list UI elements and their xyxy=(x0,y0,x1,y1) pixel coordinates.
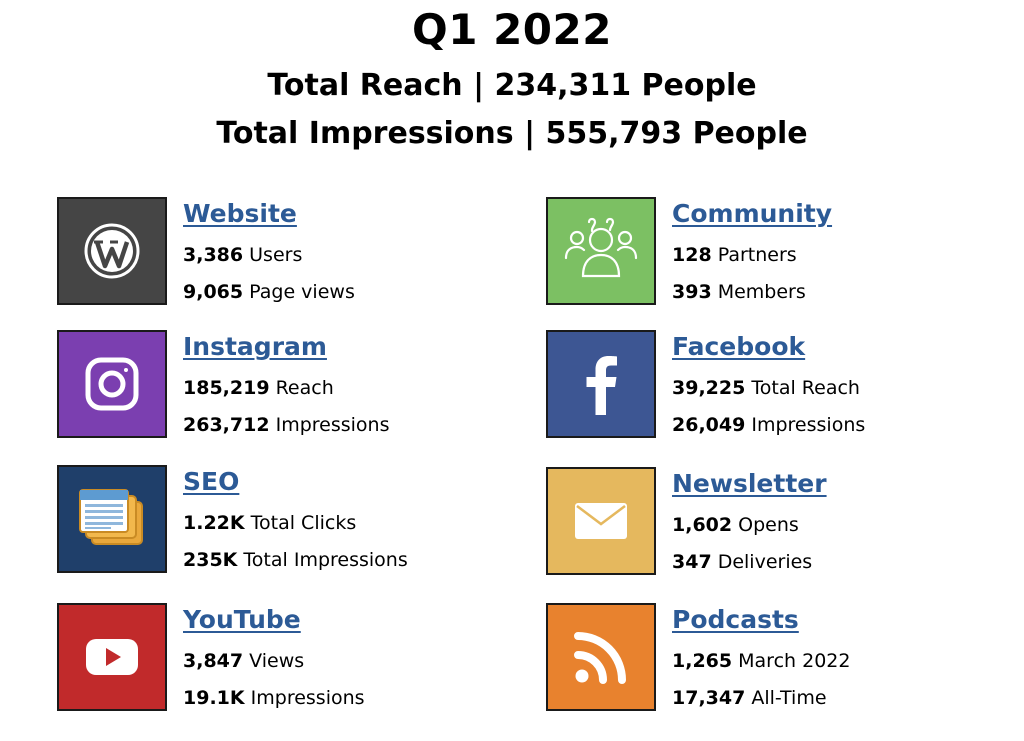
website-stat-pageviews: 9,065 Page views xyxy=(183,281,355,303)
card-seo: SEO 1.22K Total Clicks 235K Total Impres… xyxy=(57,465,527,575)
facebook-icon xyxy=(546,330,656,438)
podcasts-stat-march: 1,265 March 2022 xyxy=(672,650,851,672)
youtube-link[interactable]: YouTube xyxy=(183,605,301,634)
newsletter-stat-opens: 1,602 Opens xyxy=(672,514,799,536)
community-icon xyxy=(546,197,656,305)
podcasts-link[interactable]: Podcasts xyxy=(672,605,799,634)
card-community: Community 128 Partners 393 Members xyxy=(546,197,1016,307)
total-impressions-line: Total Impressions | 555,793 People xyxy=(216,116,808,151)
facebook-stat-impressions: 26,049 Impressions xyxy=(672,414,866,436)
youtube-stat-impressions: 19.1K Impressions xyxy=(183,687,365,709)
envelope-icon xyxy=(546,467,656,575)
seo-stat-impressions: 235K Total Impressions xyxy=(183,549,408,571)
instagram-icon xyxy=(57,330,167,438)
card-podcasts: Podcasts 1,265 March 2022 17,347 All-Tim… xyxy=(546,603,1016,713)
card-youtube: YouTube 3,847 Views 19.1K Impressions xyxy=(57,603,527,713)
card-instagram: Instagram 185,219 Reach 263,712 Impressi… xyxy=(57,330,527,440)
seo-link[interactable]: SEO xyxy=(183,467,240,496)
instagram-stat-reach: 185,219 Reach xyxy=(183,377,334,399)
page-title: Q1 2022 xyxy=(412,5,612,54)
total-reach-line: Total Reach | 234,311 People xyxy=(267,68,757,103)
instagram-stat-impressions: 263,712 Impressions xyxy=(183,414,390,436)
card-facebook: Facebook 39,225 Total Reach 26,049 Impre… xyxy=(546,330,1016,440)
community-stat-partners: 128 Partners xyxy=(672,244,797,266)
instagram-link[interactable]: Instagram xyxy=(183,332,327,361)
newsletter-link[interactable]: Newsletter xyxy=(672,469,827,498)
newspaper-icon xyxy=(57,465,167,573)
seo-stat-clicks: 1.22K Total Clicks xyxy=(183,512,357,534)
youtube-icon xyxy=(57,603,167,711)
podcasts-stat-alltime: 17,347 All-Time xyxy=(672,687,827,709)
card-website: Website 3,386 Users 9,065 Page views xyxy=(57,197,527,307)
youtube-stat-views: 3,847 Views xyxy=(183,650,305,672)
facebook-link[interactable]: Facebook xyxy=(672,332,806,361)
wordpress-icon xyxy=(57,197,167,305)
card-newsletter: Newsletter 1,602 Opens 347 Deliveries xyxy=(546,467,1016,577)
website-stat-users: 3,386 Users xyxy=(183,244,303,266)
facebook-stat-reach: 39,225 Total Reach xyxy=(672,377,860,399)
rss-icon xyxy=(546,603,656,711)
website-link[interactable]: Website xyxy=(183,199,297,228)
community-link[interactable]: Community xyxy=(672,199,833,228)
community-stat-members: 393 Members xyxy=(672,281,806,303)
newsletter-stat-deliveries: 347 Deliveries xyxy=(672,551,813,573)
